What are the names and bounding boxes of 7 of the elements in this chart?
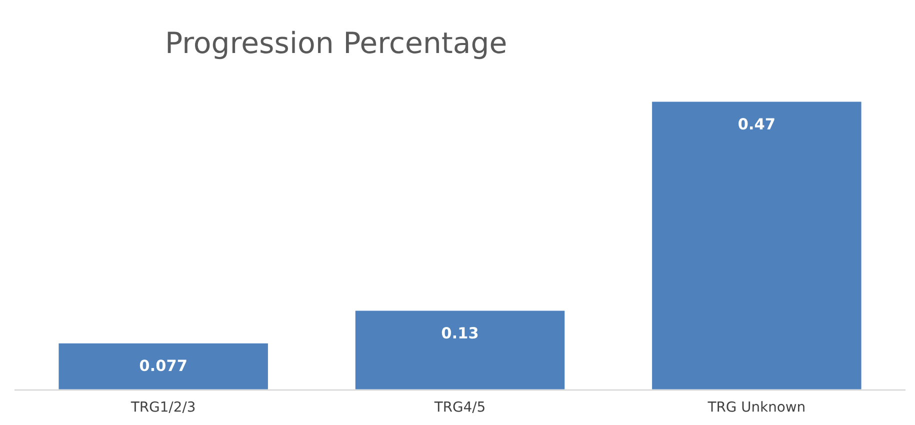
chart-title: Progression Percentage: [168, 30, 506, 60]
data-label: 0.077: [140, 360, 186, 372]
x-tick-label: TRG Unknown: [708, 401, 804, 412]
x-tick-label: TRG1/2/3: [130, 401, 195, 413]
data-label: 0.47: [738, 118, 774, 130]
data-label: 0.13: [442, 327, 478, 339]
x-tick-label: TRG4/5: [434, 401, 484, 413]
